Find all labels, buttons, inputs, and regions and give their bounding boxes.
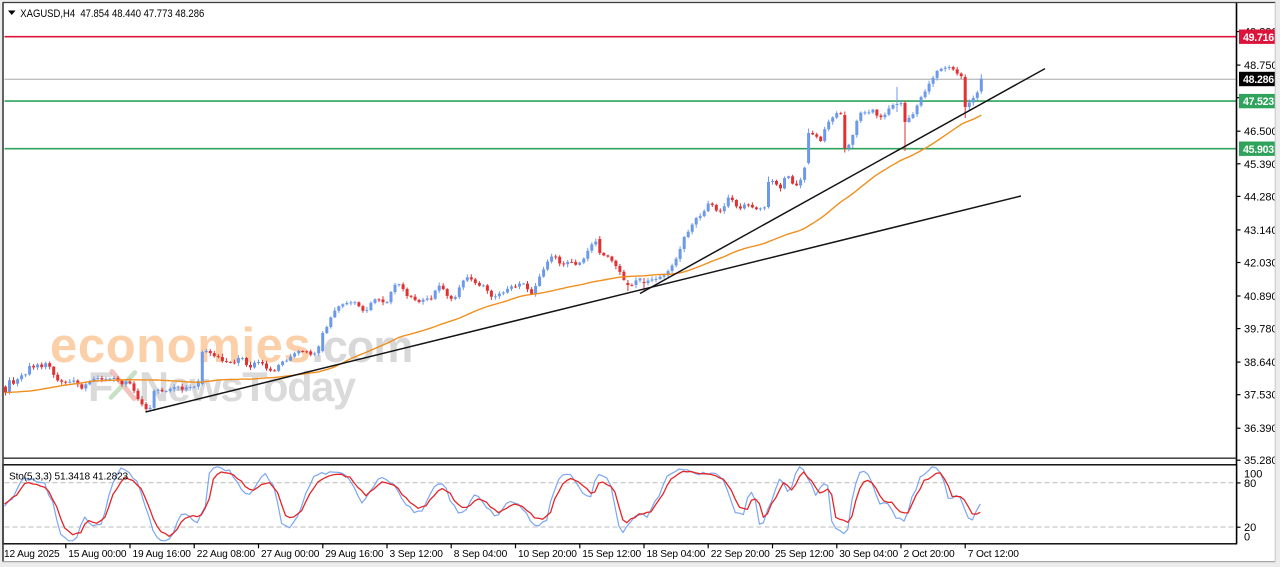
svg-text:22 Sep 20:00: 22 Sep 20:00 [711, 549, 770, 560]
svg-text:12 Aug 2025: 12 Aug 2025 [4, 549, 60, 560]
svg-text:18 Sep 04:00: 18 Sep 04:00 [647, 549, 706, 560]
svg-text:100: 100 [1244, 468, 1262, 480]
svg-text:36.390: 36.390 [1244, 423, 1278, 435]
svg-text:7 Oct 12:00: 7 Oct 12:00 [968, 549, 1020, 560]
svg-text:80: 80 [1244, 478, 1256, 490]
svg-text:20: 20 [1244, 522, 1256, 534]
svg-text:42.030: 42.030 [1244, 258, 1278, 270]
svg-text:10 Sep 20:00: 10 Sep 20:00 [518, 549, 577, 560]
svg-text:37.530: 37.530 [1244, 390, 1278, 402]
svg-text:economies.com: economies.com [50, 319, 412, 373]
svg-text:47.523: 47.523 [1243, 96, 1274, 108]
svg-text:27 Aug 00:00: 27 Aug 00:00 [261, 549, 320, 560]
svg-text:3 Sep 12:00: 3 Sep 12:00 [390, 549, 444, 560]
svg-text:44.280: 44.280 [1244, 191, 1278, 203]
svg-text:49.716: 49.716 [1243, 32, 1274, 44]
svg-text:Sto(5,3,3) 51.3418 41.2823: Sto(5,3,3) 51.3418 41.2823 [9, 472, 129, 483]
svg-text:8 Sep 04:00: 8 Sep 04:00 [454, 549, 508, 560]
svg-text:15 Sep 12:00: 15 Sep 12:00 [582, 549, 641, 560]
svg-text:39.780: 39.780 [1244, 324, 1278, 336]
svg-text:25 Sep 12:00: 25 Sep 12:00 [775, 549, 834, 560]
svg-text:29 Aug 16:00: 29 Aug 16:00 [325, 549, 384, 560]
svg-text:30 Sep 04:00: 30 Sep 04:00 [839, 549, 898, 560]
svg-text:2 Oct 20:00: 2 Oct 20:00 [904, 549, 956, 560]
svg-text:0: 0 [1244, 531, 1250, 543]
svg-text:35.280: 35.280 [1244, 455, 1278, 467]
svg-text:F: F [88, 363, 112, 410]
svg-text:48.286: 48.286 [1243, 74, 1274, 86]
svg-text:45.390: 45.390 [1244, 159, 1278, 171]
svg-text:15 Aug 00:00: 15 Aug 00:00 [68, 549, 127, 560]
svg-text:46.500: 46.500 [1244, 126, 1278, 138]
svg-text:XAGUSD,H4 47.854 48.440 47.77: XAGUSD,H4 47.854 48.440 47.773 48.286 [20, 8, 204, 20]
svg-text:22 Aug 08:00: 22 Aug 08:00 [197, 549, 256, 560]
svg-text:48.750: 48.750 [1244, 60, 1278, 72]
svg-text:38.640: 38.640 [1244, 357, 1278, 369]
svg-text:19 Aug 16:00: 19 Aug 16:00 [133, 549, 192, 560]
svg-text:45.903: 45.903 [1243, 144, 1274, 156]
svg-text:43.140: 43.140 [1244, 225, 1278, 237]
svg-text:40.890: 40.890 [1244, 291, 1278, 303]
